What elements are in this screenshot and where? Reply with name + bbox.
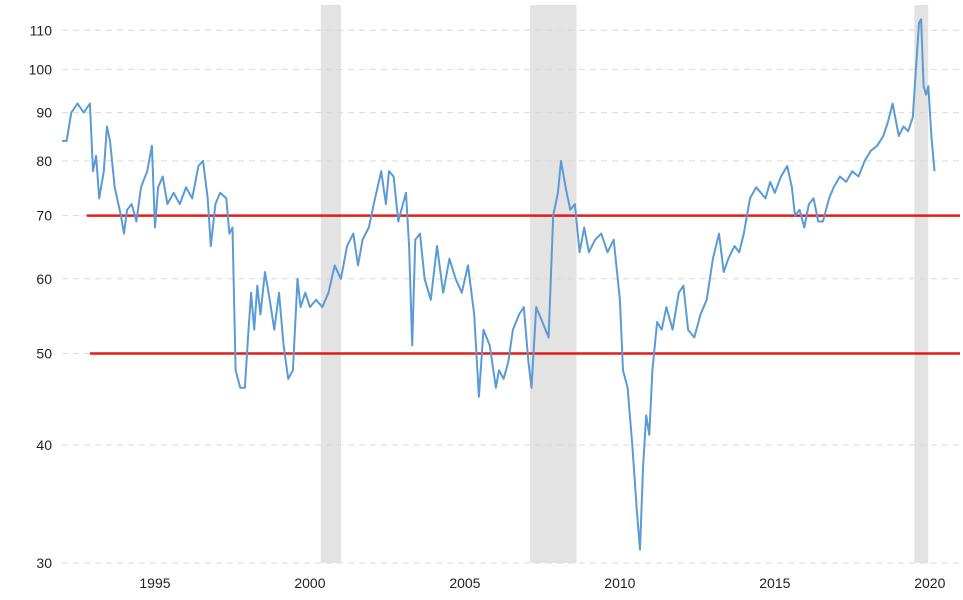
gridlines-group [62, 29, 960, 564]
y-tick-label: 40 [36, 437, 52, 453]
y-axis-tick-labels: 30 40 50 60 70 80 90 100 110 [29, 22, 53, 571]
recession-band [914, 5, 929, 563]
y-tick-label: 30 [36, 555, 52, 571]
x-axis-tick-labels: 1995 2000 2005 2010 2015 2020 [139, 575, 945, 591]
recession-shading-group [320, 5, 929, 563]
reference-lines-group [86, 214, 960, 355]
y-tick-label: 100 [29, 61, 53, 77]
x-tick-label: 2000 [294, 575, 325, 591]
y-tick-label: 50 [36, 346, 52, 362]
y-tick-label: 110 [30, 22, 53, 38]
y-tick-label: 60 [36, 271, 52, 287]
x-tick-label: 2020 [914, 575, 945, 591]
y-tick-label: 80 [36, 153, 52, 169]
x-tick-label: 2015 [759, 575, 790, 591]
x-tick-label: 2005 [449, 575, 480, 591]
series-group [62, 18, 936, 551]
y-tick-label: 70 [36, 208, 52, 224]
recession-band [529, 5, 577, 563]
x-tick-label: 1995 [139, 575, 170, 591]
series-line [62, 18, 936, 551]
y-tick-label: 90 [36, 105, 52, 121]
x-tick-label: 2010 [604, 575, 635, 591]
